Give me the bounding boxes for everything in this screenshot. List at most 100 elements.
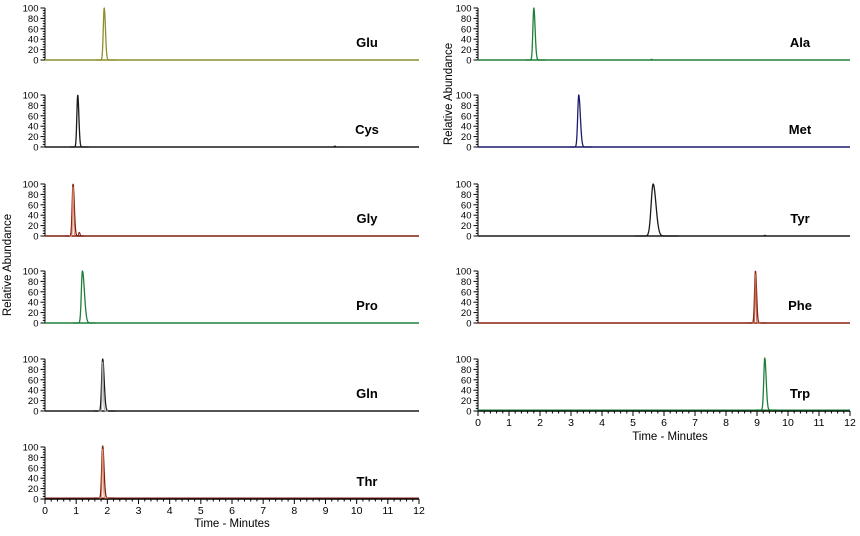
x-tick-label: 7 — [692, 417, 698, 429]
peak-label-phe: Phe — [788, 298, 812, 313]
trace-peak-gln — [93, 358, 116, 412]
y-tick-label: 80 — [28, 365, 39, 376]
x-tick-label: 11 — [814, 417, 825, 429]
y-tick-label: 40 — [461, 211, 472, 222]
peak-label-cys: Cys — [355, 122, 379, 137]
y-axis-title: Relative Abundance — [443, 43, 455, 145]
peak-label-gln: Gln — [356, 386, 378, 401]
y-tick-label: 80 — [28, 190, 39, 201]
y-tick-label: 40 — [28, 122, 39, 133]
x-tick-label: 9 — [323, 505, 329, 517]
trace-blip — [646, 58, 660, 61]
y-axis-title: Relative Abundance — [2, 214, 14, 316]
y-tick-label: 80 — [28, 101, 39, 112]
x-tick-label: 2 — [104, 505, 110, 517]
peak-label-thr: Thr — [357, 474, 378, 489]
y-tick-label: 100 — [23, 443, 39, 454]
x-tick-label: 10 — [351, 505, 363, 517]
x-tick-label: 8 — [291, 505, 297, 517]
y-tick-label: 0 — [33, 495, 38, 506]
trace-peak-thr — [93, 445, 115, 499]
x-tick-label: 1 — [506, 417, 512, 429]
trace-peak-glu — [95, 7, 117, 61]
peak-label-trp: Trp — [790, 386, 810, 401]
y-tick-label: 80 — [461, 190, 472, 201]
y-tick-label: 100 — [23, 91, 39, 102]
y-tick-label: 20 — [28, 221, 39, 232]
peak-label-ala: Ala — [790, 35, 811, 50]
y-tick-label: 40 — [28, 211, 39, 222]
y-tick-label: 100 — [23, 4, 39, 15]
y-tick-label: 40 — [28, 298, 39, 309]
trace-peak-tyr — [634, 183, 679, 237]
y-tick-label: 0 — [33, 143, 38, 154]
y-tick-label: 40 — [461, 386, 472, 397]
y-tick-label: 0 — [466, 407, 471, 418]
y-tick-label: 60 — [28, 200, 39, 211]
y-tick-label: 20 — [28, 132, 39, 143]
column-left: 100806040200Glu100806040200Cys1008060402… — [2, 4, 425, 531]
trace-secondary — [751, 273, 761, 324]
y-tick-label: 60 — [28, 287, 39, 298]
x-tick-label: 1 — [73, 505, 79, 517]
y-tick-label: 100 — [456, 180, 472, 191]
y-tick-label: 40 — [461, 122, 472, 133]
trace-blip — [329, 145, 343, 148]
y-tick-label: 0 — [466, 319, 471, 330]
x-tick-label: 10 — [782, 417, 794, 429]
trace-peak-met — [568, 94, 593, 148]
trace-peak-phe — [747, 270, 767, 324]
y-tick-label: 80 — [461, 365, 472, 376]
y-tick-label: 40 — [28, 474, 39, 485]
peak-label-pro: Pro — [356, 298, 378, 313]
x-axis-title: Time - Minutes — [194, 518, 270, 530]
trace-secondary — [98, 448, 108, 499]
x-tick-label: 8 — [723, 417, 729, 429]
y-tick-label: 0 — [466, 143, 471, 154]
y-tick-label: 100 — [23, 180, 39, 191]
x-tick-label: 6 — [229, 505, 235, 517]
y-tick-label: 20 — [28, 396, 39, 407]
x-tick-label: 4 — [599, 417, 605, 429]
trace-blip — [73, 231, 87, 237]
y-tick-label: 40 — [461, 35, 472, 46]
x-tick-label: 2 — [537, 417, 543, 429]
y-tick-label: 0 — [33, 56, 38, 67]
y-tick-label: 80 — [28, 453, 39, 464]
y-tick-label: 0 — [33, 232, 38, 243]
y-tick-label: 20 — [461, 45, 472, 56]
x-tick-label: 5 — [198, 505, 204, 517]
y-tick-label: 60 — [461, 375, 472, 386]
y-tick-label: 100 — [456, 4, 472, 15]
y-tick-label: 60 — [461, 200, 472, 211]
x-tick-label: 9 — [754, 417, 760, 429]
trace-secondary — [98, 361, 109, 412]
y-tick-label: 20 — [461, 396, 472, 407]
x-tick-label: 3 — [136, 505, 142, 517]
x-tick-label: 3 — [568, 417, 574, 429]
y-tick-label: 80 — [28, 277, 39, 288]
y-tick-label: 100 — [23, 267, 39, 278]
y-tick-label: 20 — [461, 308, 472, 319]
y-tick-label: 60 — [28, 375, 39, 386]
x-tick-label: 4 — [167, 505, 173, 517]
x-axis-title: Time - Minutes — [632, 431, 708, 443]
y-tick-label: 100 — [456, 355, 472, 366]
y-tick-label: 20 — [461, 132, 472, 143]
y-tick-label: 60 — [461, 24, 472, 35]
y-tick-label: 20 — [28, 45, 39, 56]
y-tick-label: 0 — [466, 232, 471, 243]
x-tick-label: 12 — [413, 505, 425, 517]
peak-label-glu: Glu — [356, 35, 378, 50]
